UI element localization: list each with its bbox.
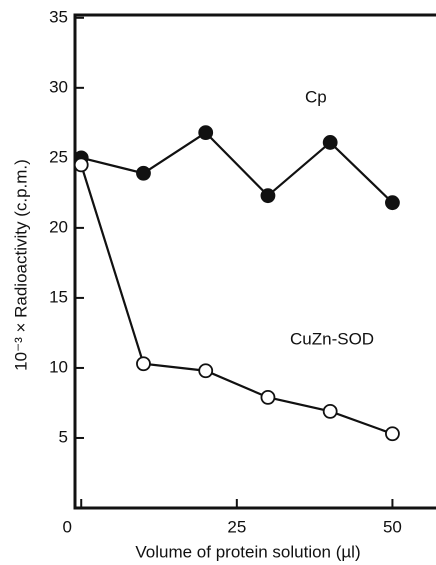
y-tick-label: 15 bbox=[49, 287, 68, 306]
data-point bbox=[136, 356, 151, 372]
series-line bbox=[80, 164, 393, 435]
x-tick-label: 25 bbox=[227, 517, 246, 536]
data-point bbox=[198, 363, 214, 379]
data-point bbox=[198, 125, 214, 141]
y-tick-label: 25 bbox=[49, 147, 68, 166]
y-tick-label: 35 bbox=[49, 7, 68, 26]
x-axis-label: Volume of protein solution (µl) bbox=[135, 542, 360, 561]
data-point bbox=[136, 165, 151, 181]
annotation: CuZn-SOD bbox=[290, 329, 374, 348]
x-tick-label: 50 bbox=[383, 517, 402, 536]
y-tick-label: 10 bbox=[49, 357, 68, 376]
data-point bbox=[260, 188, 276, 204]
y-tick-label: 5 bbox=[59, 427, 68, 446]
y-tick-label: 30 bbox=[49, 77, 68, 96]
data-point bbox=[260, 389, 276, 405]
data-point bbox=[385, 426, 400, 442]
series-line bbox=[80, 131, 394, 204]
data-point bbox=[322, 135, 338, 150]
data-point bbox=[322, 403, 338, 419]
annotation: Cp bbox=[305, 87, 327, 106]
y-axis-label: 10⁻³ × Radioactivity (c.p.m.) bbox=[11, 159, 30, 371]
data-point bbox=[73, 157, 89, 173]
y-tick-label: 20 bbox=[49, 217, 68, 236]
x-tick-label: 0 bbox=[62, 517, 71, 536]
data-point bbox=[385, 195, 400, 211]
